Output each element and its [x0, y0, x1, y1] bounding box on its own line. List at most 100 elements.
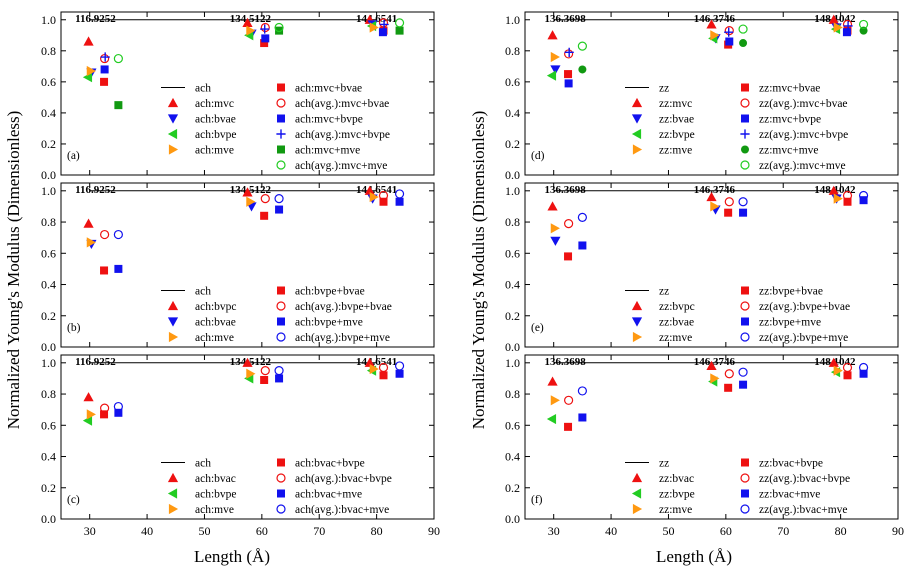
plot-frame — [524, 354, 899, 520]
y-tick-label: 0.4 — [505, 450, 520, 464]
data-point — [738, 24, 748, 34]
data-point — [395, 26, 404, 35]
y-tick-label: 0.2 — [41, 309, 56, 323]
data-point — [274, 366, 284, 376]
data-point — [739, 39, 748, 48]
data-point — [100, 77, 109, 86]
legend-swatch — [741, 458, 749, 467]
data-point — [378, 28, 387, 37]
plot-frame — [60, 354, 435, 520]
panel-a: 0.0 0.2 0.4 0.6 0.8 1.0 116.9252 134.5122 144.65… — [41, 11, 435, 182]
data-point — [86, 65, 96, 77]
legend-swatch — [740, 160, 750, 170]
legend-label: ach:mve — [195, 332, 234, 344]
data-point — [369, 191, 379, 203]
data-point — [724, 369, 734, 379]
data-point — [546, 413, 557, 425]
legend-label: ach:mvc+bvpe — [295, 114, 363, 126]
legend-swatch — [167, 97, 179, 108]
reference-value-label: 116.9252 — [75, 184, 116, 196]
reference-value-label: 136.3698 — [545, 356, 587, 368]
legend-swatch — [631, 128, 642, 140]
data-point — [564, 252, 573, 261]
data-point — [706, 19, 717, 29]
y-tick-label: 0.2 — [505, 137, 520, 151]
legend-swatch — [740, 473, 750, 483]
reference-value-label: 144.6541 — [356, 13, 397, 25]
y-tick-label: 0.4 — [41, 278, 56, 292]
data-point — [378, 190, 389, 201]
panel-tag: (a) — [67, 150, 80, 162]
data-point — [828, 357, 839, 367]
data-point — [578, 65, 587, 74]
data-point — [82, 72, 93, 83]
x-tick-label: 90 — [428, 524, 440, 538]
data-point — [395, 197, 404, 206]
legend-swatch — [631, 300, 643, 311]
data-point — [114, 408, 123, 417]
legend-swatch — [277, 458, 285, 467]
legend-label: zz:bvae — [659, 317, 694, 329]
data-point — [242, 17, 253, 27]
data-point — [550, 65, 561, 75]
y-tick-label: 0.8 — [41, 387, 56, 401]
data-point — [577, 212, 587, 222]
panel-e: 0.00.20.40.60.81.0136.3698146.3746148.10… — [505, 182, 899, 354]
legend-swatch — [168, 503, 179, 515]
data-point — [379, 371, 388, 380]
legend-swatch — [741, 83, 749, 92]
x-tick-label: 30 — [84, 524, 96, 538]
data-point — [724, 197, 734, 207]
data-point — [100, 229, 110, 240]
legend-label: ach(avg.):mvc+bvae — [295, 98, 389, 110]
legend-label: zz:bvpc — [659, 301, 695, 313]
x-tick-label: 40 — [141, 524, 153, 538]
data-point — [724, 208, 733, 217]
legend-label: ach — [195, 83, 211, 95]
legend-swatch — [277, 286, 285, 295]
x-tick-label: 60 — [720, 524, 732, 538]
data-point — [369, 363, 379, 375]
legend-swatch — [632, 503, 643, 515]
legend-swatch — [740, 301, 750, 311]
y-tick-label: 0.2 — [41, 481, 56, 495]
y-tick-label: 0.8 — [41, 44, 56, 58]
y-tick-label: 0.0 — [505, 512, 520, 526]
data-point — [274, 194, 284, 204]
data-point — [369, 22, 379, 33]
legend-swatch — [741, 145, 749, 154]
data-point — [364, 357, 375, 367]
data-point — [564, 79, 573, 88]
legend-label: ach:bvpe+bvae — [295, 286, 365, 298]
legend-label: zz:bvpe+mve — [759, 317, 821, 329]
panel-tag: (c) — [67, 494, 80, 506]
legend-label: ach(avg.):bvpe+bvae — [295, 301, 392, 313]
y-tick-label: 1.0 — [41, 184, 56, 198]
panel-tag: (d) — [531, 150, 545, 162]
reference-value-label: 136.3698 — [545, 184, 587, 196]
data-point — [86, 237, 96, 248]
y-tick-label: 0.2 — [505, 309, 520, 323]
y-tick-label: 0.8 — [505, 44, 520, 58]
data-point — [859, 196, 868, 205]
legend-swatch — [631, 472, 643, 483]
legend-swatch — [277, 114, 285, 123]
plot-frame — [60, 11, 435, 176]
data-point — [113, 53, 123, 64]
legend-label: ach — [195, 458, 211, 470]
legend-label: ach:bvpc — [195, 301, 237, 313]
legend-label: ach:bvae — [195, 317, 236, 329]
y-tick-label: 0.8 — [505, 215, 520, 229]
legend-label: ach(avg.):bvac+bvpe — [295, 473, 392, 485]
data-point — [100, 65, 109, 74]
data-point — [564, 422, 573, 431]
legend-label: zz — [659, 83, 669, 95]
data-point — [242, 357, 253, 367]
legend-swatch — [277, 83, 285, 92]
panel-d: 0.00.20.40.60.81.0136.3698146.3746148.10… — [505, 11, 899, 182]
plot-frame — [60, 182, 435, 348]
data-point — [275, 205, 284, 214]
data-point — [828, 14, 839, 24]
legend-label: ach(avg.):bvpe+mve — [295, 332, 390, 344]
